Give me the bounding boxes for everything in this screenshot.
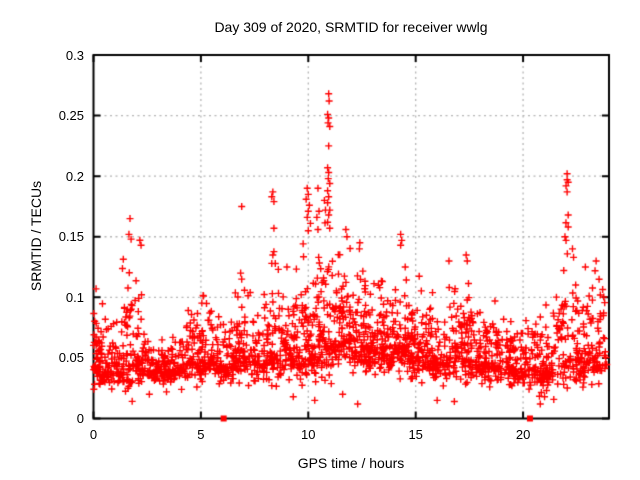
x-tick-label: 10 [301, 427, 316, 442]
x-tick-label: 0 [89, 427, 98, 442]
x-tick-label: 15 [408, 427, 423, 442]
x-tick-label: 5 [197, 427, 205, 442]
x-tick-label: 20 [515, 427, 531, 442]
y-tick-label: 0.2 [65, 168, 84, 184]
y-tick-label: 0.1 [65, 289, 84, 305]
y-tick-label: 0.25 [58, 108, 84, 124]
y-tick-label: 0.05 [58, 350, 84, 366]
x-axis-label: GPS time / hours [297, 455, 405, 471]
y-tick-label: 0.15 [58, 229, 84, 245]
chart-title: Day 309 of 2020, SRMTID for receiver wwl… [214, 19, 488, 35]
y-tick-label: 0.3 [65, 47, 84, 63]
y-tick-label: 0 [76, 411, 84, 426]
